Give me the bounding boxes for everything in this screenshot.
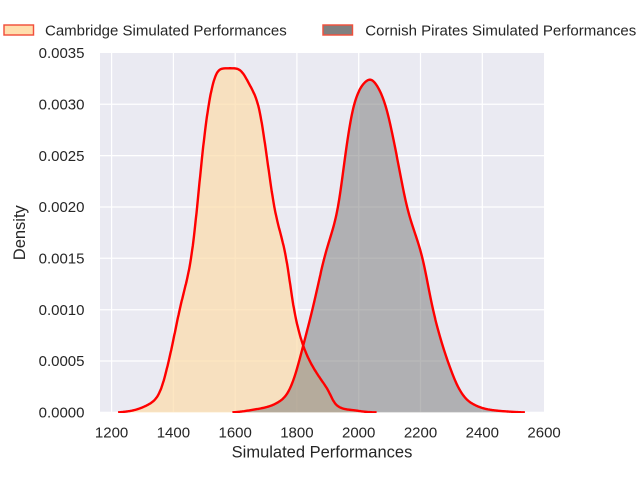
svg-text:0.0010: 0.0010 <box>39 302 85 319</box>
svg-text:1600: 1600 <box>219 425 252 442</box>
svg-text:2200: 2200 <box>404 425 437 442</box>
svg-text:Cambridge Simulated Performanc: Cambridge Simulated Performances <box>45 22 287 39</box>
svg-text:0.0025: 0.0025 <box>39 148 85 165</box>
svg-text:Simulated Performances: Simulated Performances <box>232 444 413 462</box>
svg-text:0.0030: 0.0030 <box>39 97 85 114</box>
svg-text:1200: 1200 <box>95 425 128 442</box>
svg-text:Cornish Pirates Simulated Perf: Cornish Pirates Simulated Performances <box>365 22 636 39</box>
svg-text:0.0015: 0.0015 <box>39 251 85 268</box>
svg-text:Density: Density <box>11 204 29 260</box>
svg-text:0.0005: 0.0005 <box>39 353 85 370</box>
svg-text:2000: 2000 <box>342 425 375 442</box>
svg-text:2400: 2400 <box>466 425 499 442</box>
svg-text:2600: 2600 <box>527 425 560 442</box>
svg-text:0.0000: 0.0000 <box>39 405 85 422</box>
svg-text:1400: 1400 <box>157 425 190 442</box>
svg-text:0.0035: 0.0035 <box>39 45 85 62</box>
svg-text:0.0020: 0.0020 <box>39 199 85 216</box>
svg-text:1800: 1800 <box>280 425 313 442</box>
